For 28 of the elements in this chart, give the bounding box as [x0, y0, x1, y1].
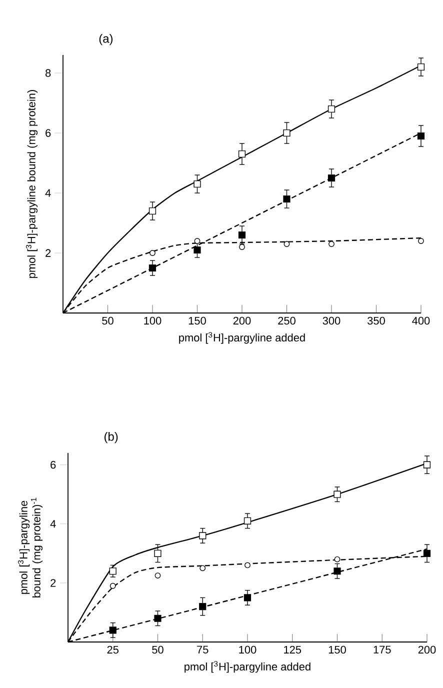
chart-title: (a) [99, 34, 113, 46]
y-tick-label: 2 [46, 249, 51, 257]
x-tick-label: 200 [233, 316, 251, 325]
x-tick-label: 250 [278, 316, 296, 325]
x-tick-label: 50 [102, 316, 114, 325]
y-tick-label: 8 [46, 69, 51, 77]
y-tick-label: 2 [50, 579, 56, 587]
x-tick-label: 350 [368, 316, 385, 325]
y-tick-label: 6 [46, 129, 51, 137]
y-axis-title: pmol [$^{3}$H]-pargyline bound (mg protein) [26, 90, 38, 278]
chart-title: (b) [104, 432, 118, 444]
x-tick-label: 100 [144, 316, 162, 325]
x-tick-label: 150 [188, 316, 206, 325]
x-tick-label: 50 [152, 646, 164, 654]
x-tick-label: 400 [412, 316, 430, 325]
x-tick-label: 75 [197, 646, 208, 654]
y-tick-label: 4 [45, 189, 51, 197]
x-axis-title: pmol [$^{3}$H]-pargyline added [184, 661, 310, 673]
x-tick-label: 100 [239, 646, 256, 654]
y-tick-label: 4 [50, 520, 56, 528]
y-tick-label: 6 [50, 460, 56, 469]
x-tick-label: 200 [418, 646, 436, 654]
x-tick-label: 300 [322, 316, 340, 325]
x-tick-label: 150 [328, 646, 346, 654]
x-tick-label: 125 [284, 646, 302, 654]
x-tick-label: 175 [374, 646, 391, 654]
x-tick-label: 25 [107, 646, 118, 654]
x-axis-title: pmol [$^{3}$H]-pargyline added [179, 332, 305, 344]
